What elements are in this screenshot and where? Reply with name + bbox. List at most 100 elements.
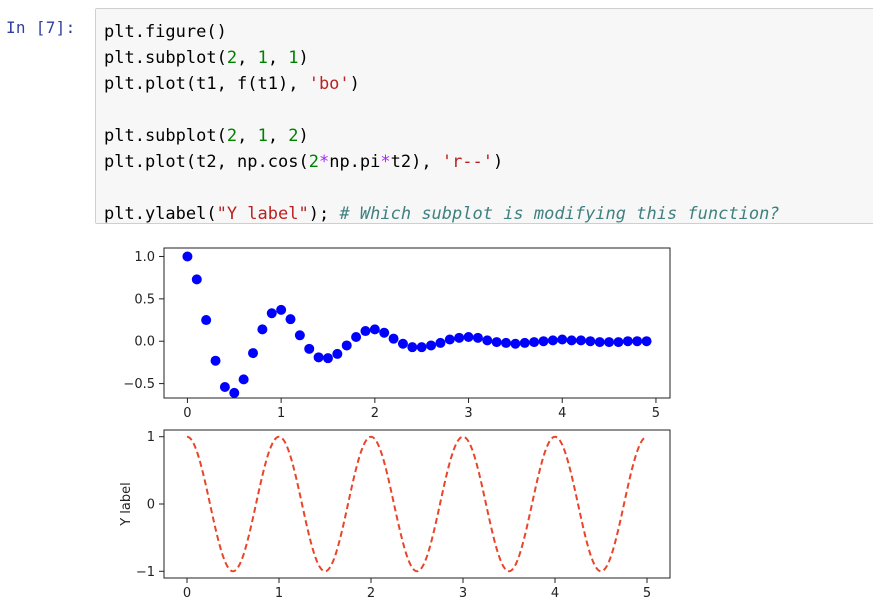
code-token: 1	[288, 48, 299, 68]
x-tick-label: 0	[183, 406, 191, 421]
code-token: ,	[237, 126, 258, 146]
scatter-point	[510, 338, 521, 349]
scatter-point	[248, 348, 259, 359]
scatter-point	[482, 335, 493, 346]
code-token: )	[298, 48, 309, 68]
code-token: *	[318, 152, 330, 172]
code-token: )	[298, 126, 309, 146]
scatter-point	[604, 337, 615, 348]
scatter-point	[266, 308, 277, 319]
code-token: plt.subplot(	[104, 126, 227, 146]
scatter-point	[360, 326, 371, 337]
scatter-point	[313, 352, 324, 363]
code-line: plt.subplot(2, 1, 2)	[104, 123, 780, 149]
y-tick-label: 1.0	[134, 250, 155, 265]
scatter-point	[219, 381, 230, 392]
code-line: plt.plot(t2, np.cos(2*np.pi*t2), 'r--')	[104, 149, 780, 175]
x-tick-label: 2	[367, 586, 375, 601]
code-token: 1	[257, 48, 268, 68]
x-tick-label: 4	[551, 586, 559, 601]
code-line: plt.figure()	[104, 19, 780, 45]
scatter-point	[388, 333, 399, 344]
scatter-point	[304, 343, 315, 354]
code-token: plt.subplot(	[104, 48, 227, 68]
scatter-point	[322, 353, 333, 364]
scatter-point	[276, 304, 287, 315]
scatter-point	[416, 342, 427, 353]
scatter-point	[613, 337, 624, 348]
code-token: )	[493, 152, 504, 172]
scatter-point	[332, 348, 343, 359]
scatter-point	[501, 337, 512, 348]
code-cell-input[interactable]: plt.figure() plt.subplot(2, 1, 1) plt.plot…	[95, 8, 873, 224]
code-token: t2),	[390, 152, 442, 172]
y-tick-label: 0.0	[134, 335, 155, 350]
scatter-point	[585, 336, 596, 347]
y-tick-label: −1	[136, 565, 155, 580]
code-token: )	[349, 74, 360, 94]
code-token: 'bo'	[308, 74, 350, 94]
cell-prompt: In [7]:	[6, 18, 76, 37]
scatter-point	[285, 314, 296, 325]
scatter-point	[529, 337, 540, 348]
scatter-point	[594, 337, 605, 348]
x-tick-label: 2	[371, 406, 379, 421]
scatter-point	[519, 337, 530, 348]
code-token: 1	[257, 126, 268, 146]
code-editor[interactable]: plt.figure() plt.subplot(2, 1, 1) plt.plot…	[104, 19, 780, 227]
subplot-bottom: 0 1 2 3 4 5 1 0 −1 Y label	[119, 429, 671, 601]
code-token: *	[380, 152, 391, 172]
scatter-point	[538, 336, 549, 347]
code-line	[104, 97, 780, 123]
y-tick-label: −0.5	[123, 377, 155, 392]
scatter-point	[444, 334, 455, 345]
x-tick-label: 5	[643, 586, 651, 601]
code-token: 2	[308, 152, 319, 172]
code-line: plt.ylabel("Y label"); # Which subplot i…	[104, 201, 780, 227]
scatter-point	[426, 340, 437, 351]
x-tick-label: 4	[558, 406, 566, 421]
scatter-point	[622, 336, 633, 347]
scatter-point	[566, 335, 577, 346]
code-token: 'r--'	[441, 152, 494, 172]
scatter-point	[557, 334, 568, 345]
scatter-point	[397, 338, 408, 349]
code-token: 2	[226, 48, 238, 68]
y-tick-label: 0.5	[134, 292, 155, 307]
scatter-point	[210, 355, 221, 366]
subplot-top: 0 1 2 3 4 5 1.0 0.5 0.0 −0.5	[123, 247, 671, 421]
scatter-point	[407, 342, 418, 353]
code-token: 2	[288, 126, 299, 146]
x-tick-label: 1	[275, 586, 283, 601]
scatter-point	[369, 324, 380, 335]
scatter-point	[463, 331, 474, 342]
code-token: np.pi	[329, 152, 381, 172]
code-token: # Which subplot is modifying this functi…	[339, 204, 780, 224]
y-tick-label: 0	[147, 498, 155, 513]
code-token: 2	[226, 126, 238, 146]
scatter-point	[229, 387, 240, 398]
scatter-point	[472, 332, 483, 343]
code-token: ,	[237, 48, 258, 68]
scatter-point	[454, 332, 465, 343]
x-tick-label: 1	[277, 406, 285, 421]
code-token: );	[308, 204, 340, 224]
matplotlib-figure: 0 1 2 3 4 5 1.0 0.5 0.0 −0.5 0 1 2 3 4 5 1 0 −1 Y label	[119, 247, 671, 601]
scatter-point	[191, 274, 202, 285]
y-tick-label: 1	[147, 430, 155, 445]
x-tick-label: 3	[459, 586, 467, 601]
code-token: ,	[267, 126, 289, 146]
code-token: ,	[267, 48, 289, 68]
code-token: "Y label"	[216, 204, 309, 224]
code-token: plt.plot(t2, np.cos(	[104, 152, 309, 172]
scatter-point	[641, 336, 652, 347]
x-tick-label: 3	[464, 406, 472, 421]
code-token: plt.plot(t1, f(t1),	[104, 74, 309, 94]
scatter-point	[435, 337, 446, 348]
x-tick-label: 5	[652, 406, 660, 421]
scatter-point	[257, 324, 268, 335]
scatter-point	[238, 374, 249, 385]
x-tick-label: 0	[183, 586, 191, 601]
scatter-point	[294, 330, 305, 341]
scatter-point	[575, 335, 586, 346]
